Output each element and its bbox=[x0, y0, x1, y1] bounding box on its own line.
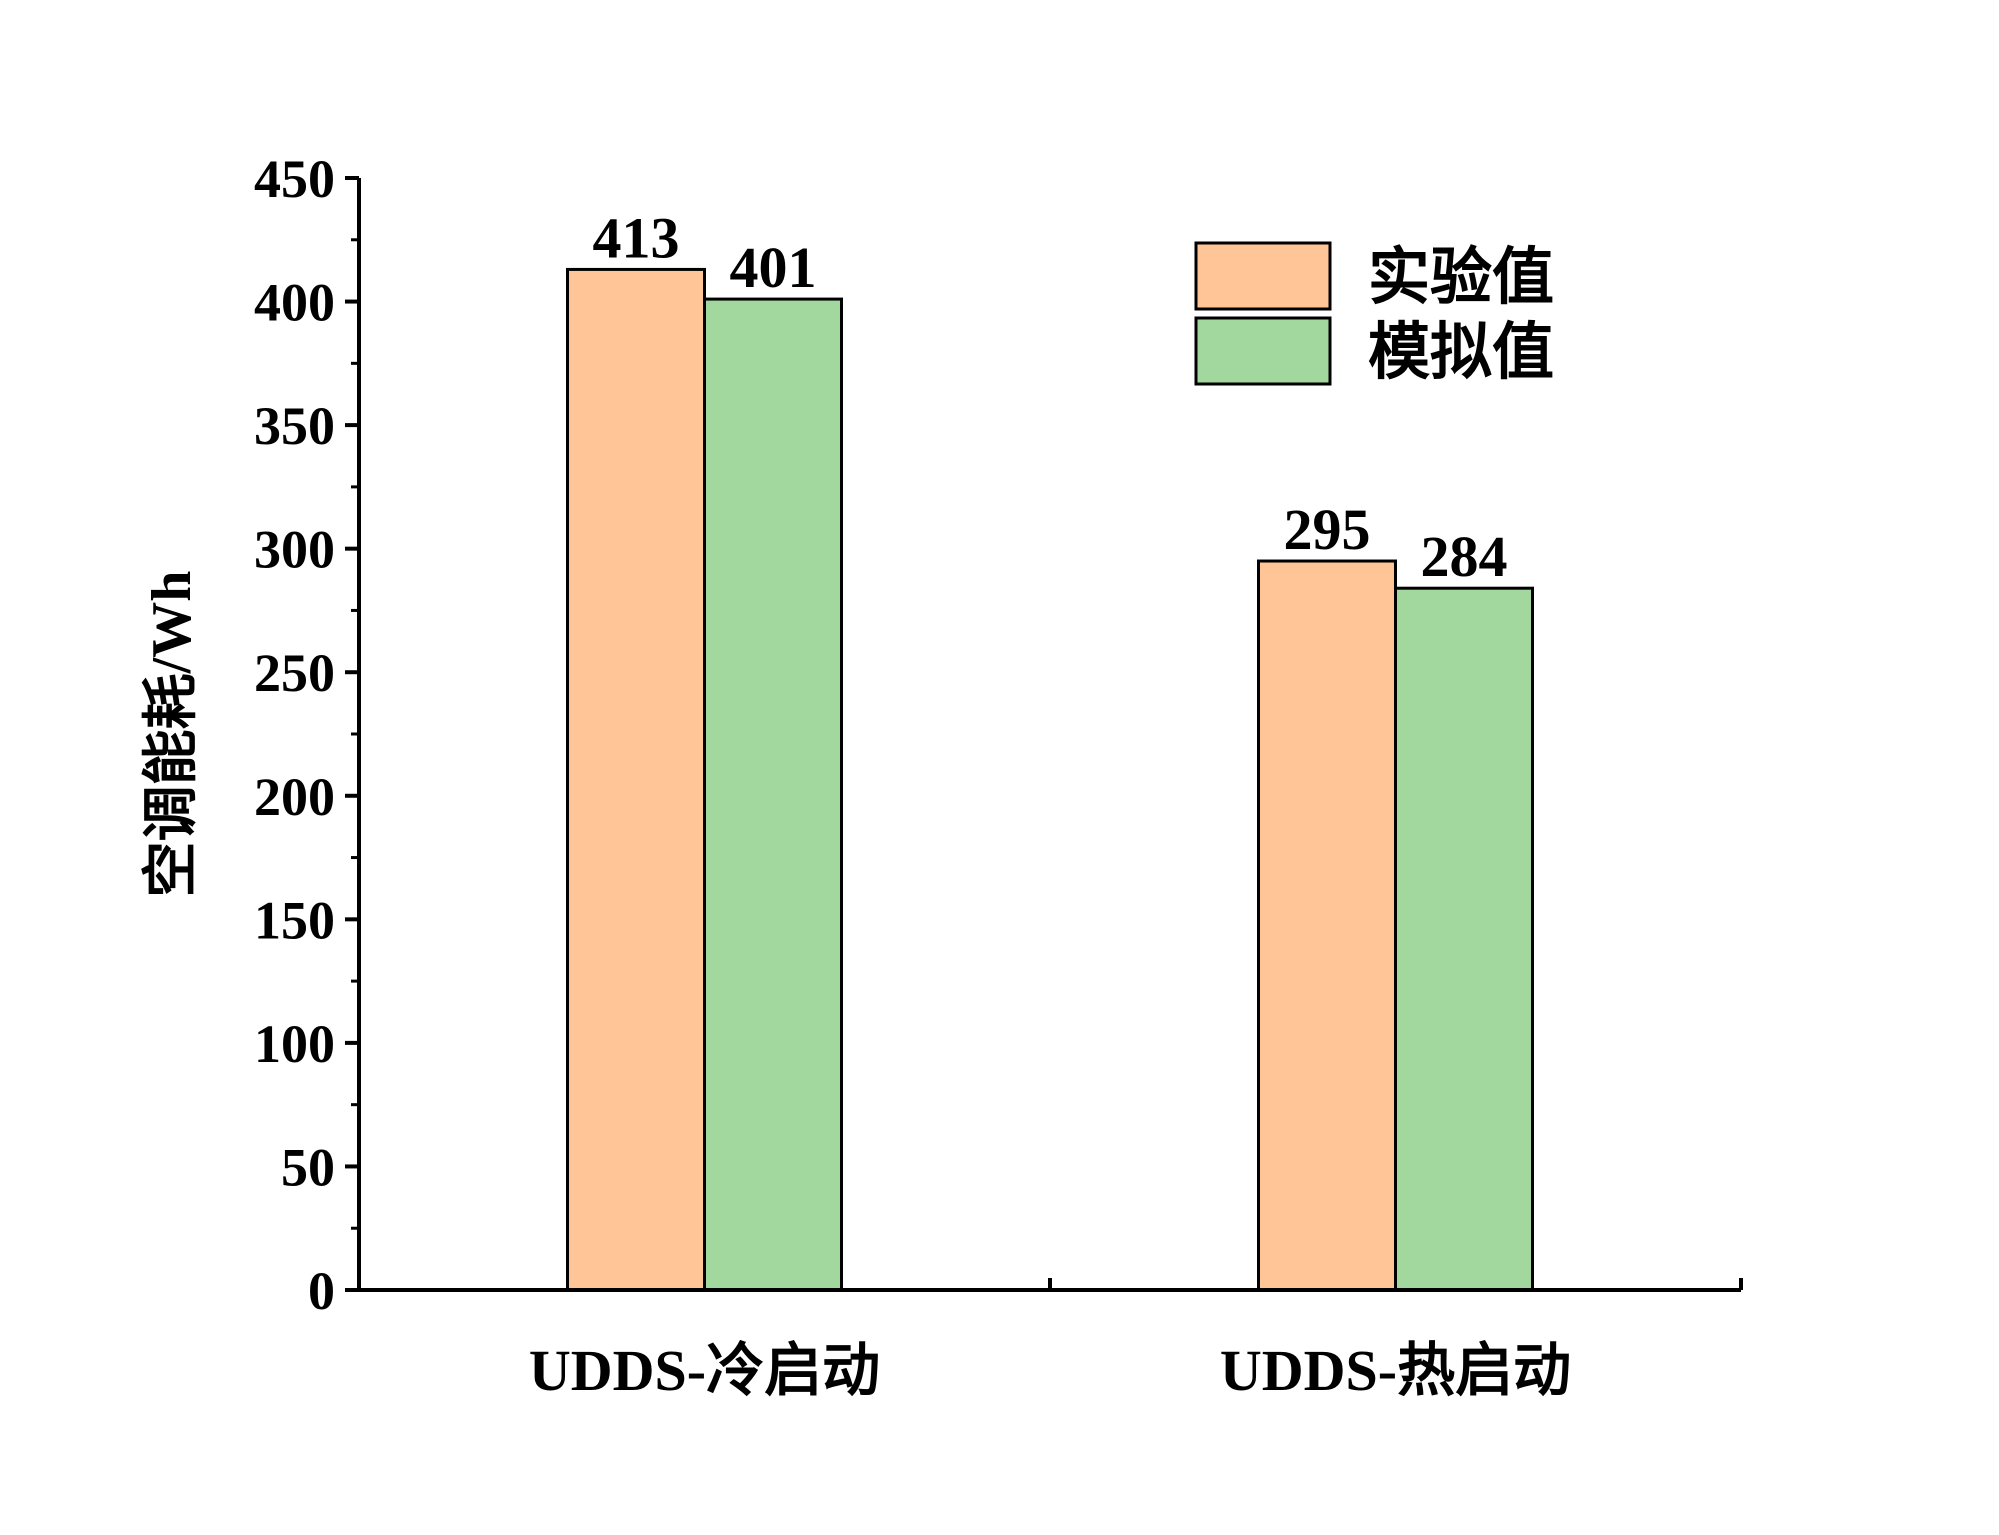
bar bbox=[1394, 586, 1534, 1292]
y-tick-label: 200 bbox=[254, 767, 335, 827]
legend-swatch bbox=[1194, 316, 1332, 386]
y-tick-label: 450 bbox=[254, 149, 335, 209]
bar-value-label: 284 bbox=[1421, 524, 1508, 589]
y-tick-label: 300 bbox=[254, 520, 335, 580]
y-tick-label: 350 bbox=[254, 396, 335, 456]
bar bbox=[703, 297, 843, 1292]
bar-value-label: 295 bbox=[1284, 497, 1371, 562]
bar-value-label: 413 bbox=[593, 205, 680, 270]
legend-label: 实验值 bbox=[1368, 243, 1554, 312]
y-tick-label: 150 bbox=[254, 890, 335, 950]
y-tick-label: 400 bbox=[254, 273, 335, 333]
x-axis-category-labels: UDDS-冷启动 UDDS-热启动 bbox=[529, 1338, 1571, 1403]
y-tick-label: 50 bbox=[281, 1137, 335, 1197]
y-tick-label: 0 bbox=[308, 1261, 335, 1321]
y-tick-label: 100 bbox=[254, 1014, 335, 1074]
legend-swatch bbox=[1194, 241, 1332, 311]
bars bbox=[566, 267, 1534, 1292]
bar bbox=[566, 267, 706, 1292]
axes bbox=[357, 178, 1743, 1292]
x-category-label: UDDS-冷启动 bbox=[529, 1338, 880, 1403]
x-category-label: UDDS-热启动 bbox=[1220, 1338, 1571, 1403]
data-labels: 413 401 295 284 bbox=[593, 205, 1508, 589]
bar-value-label: 401 bbox=[730, 235, 817, 300]
y-tick-label: 250 bbox=[254, 643, 335, 703]
y-axis-ticks: 0 50 100 150 200 250 300 350 400 450 bbox=[254, 149, 359, 1321]
legend-label: 模拟值 bbox=[1368, 318, 1554, 387]
y-axis-title: 空调能耗/Wh bbox=[141, 571, 203, 898]
bar bbox=[1257, 559, 1397, 1292]
